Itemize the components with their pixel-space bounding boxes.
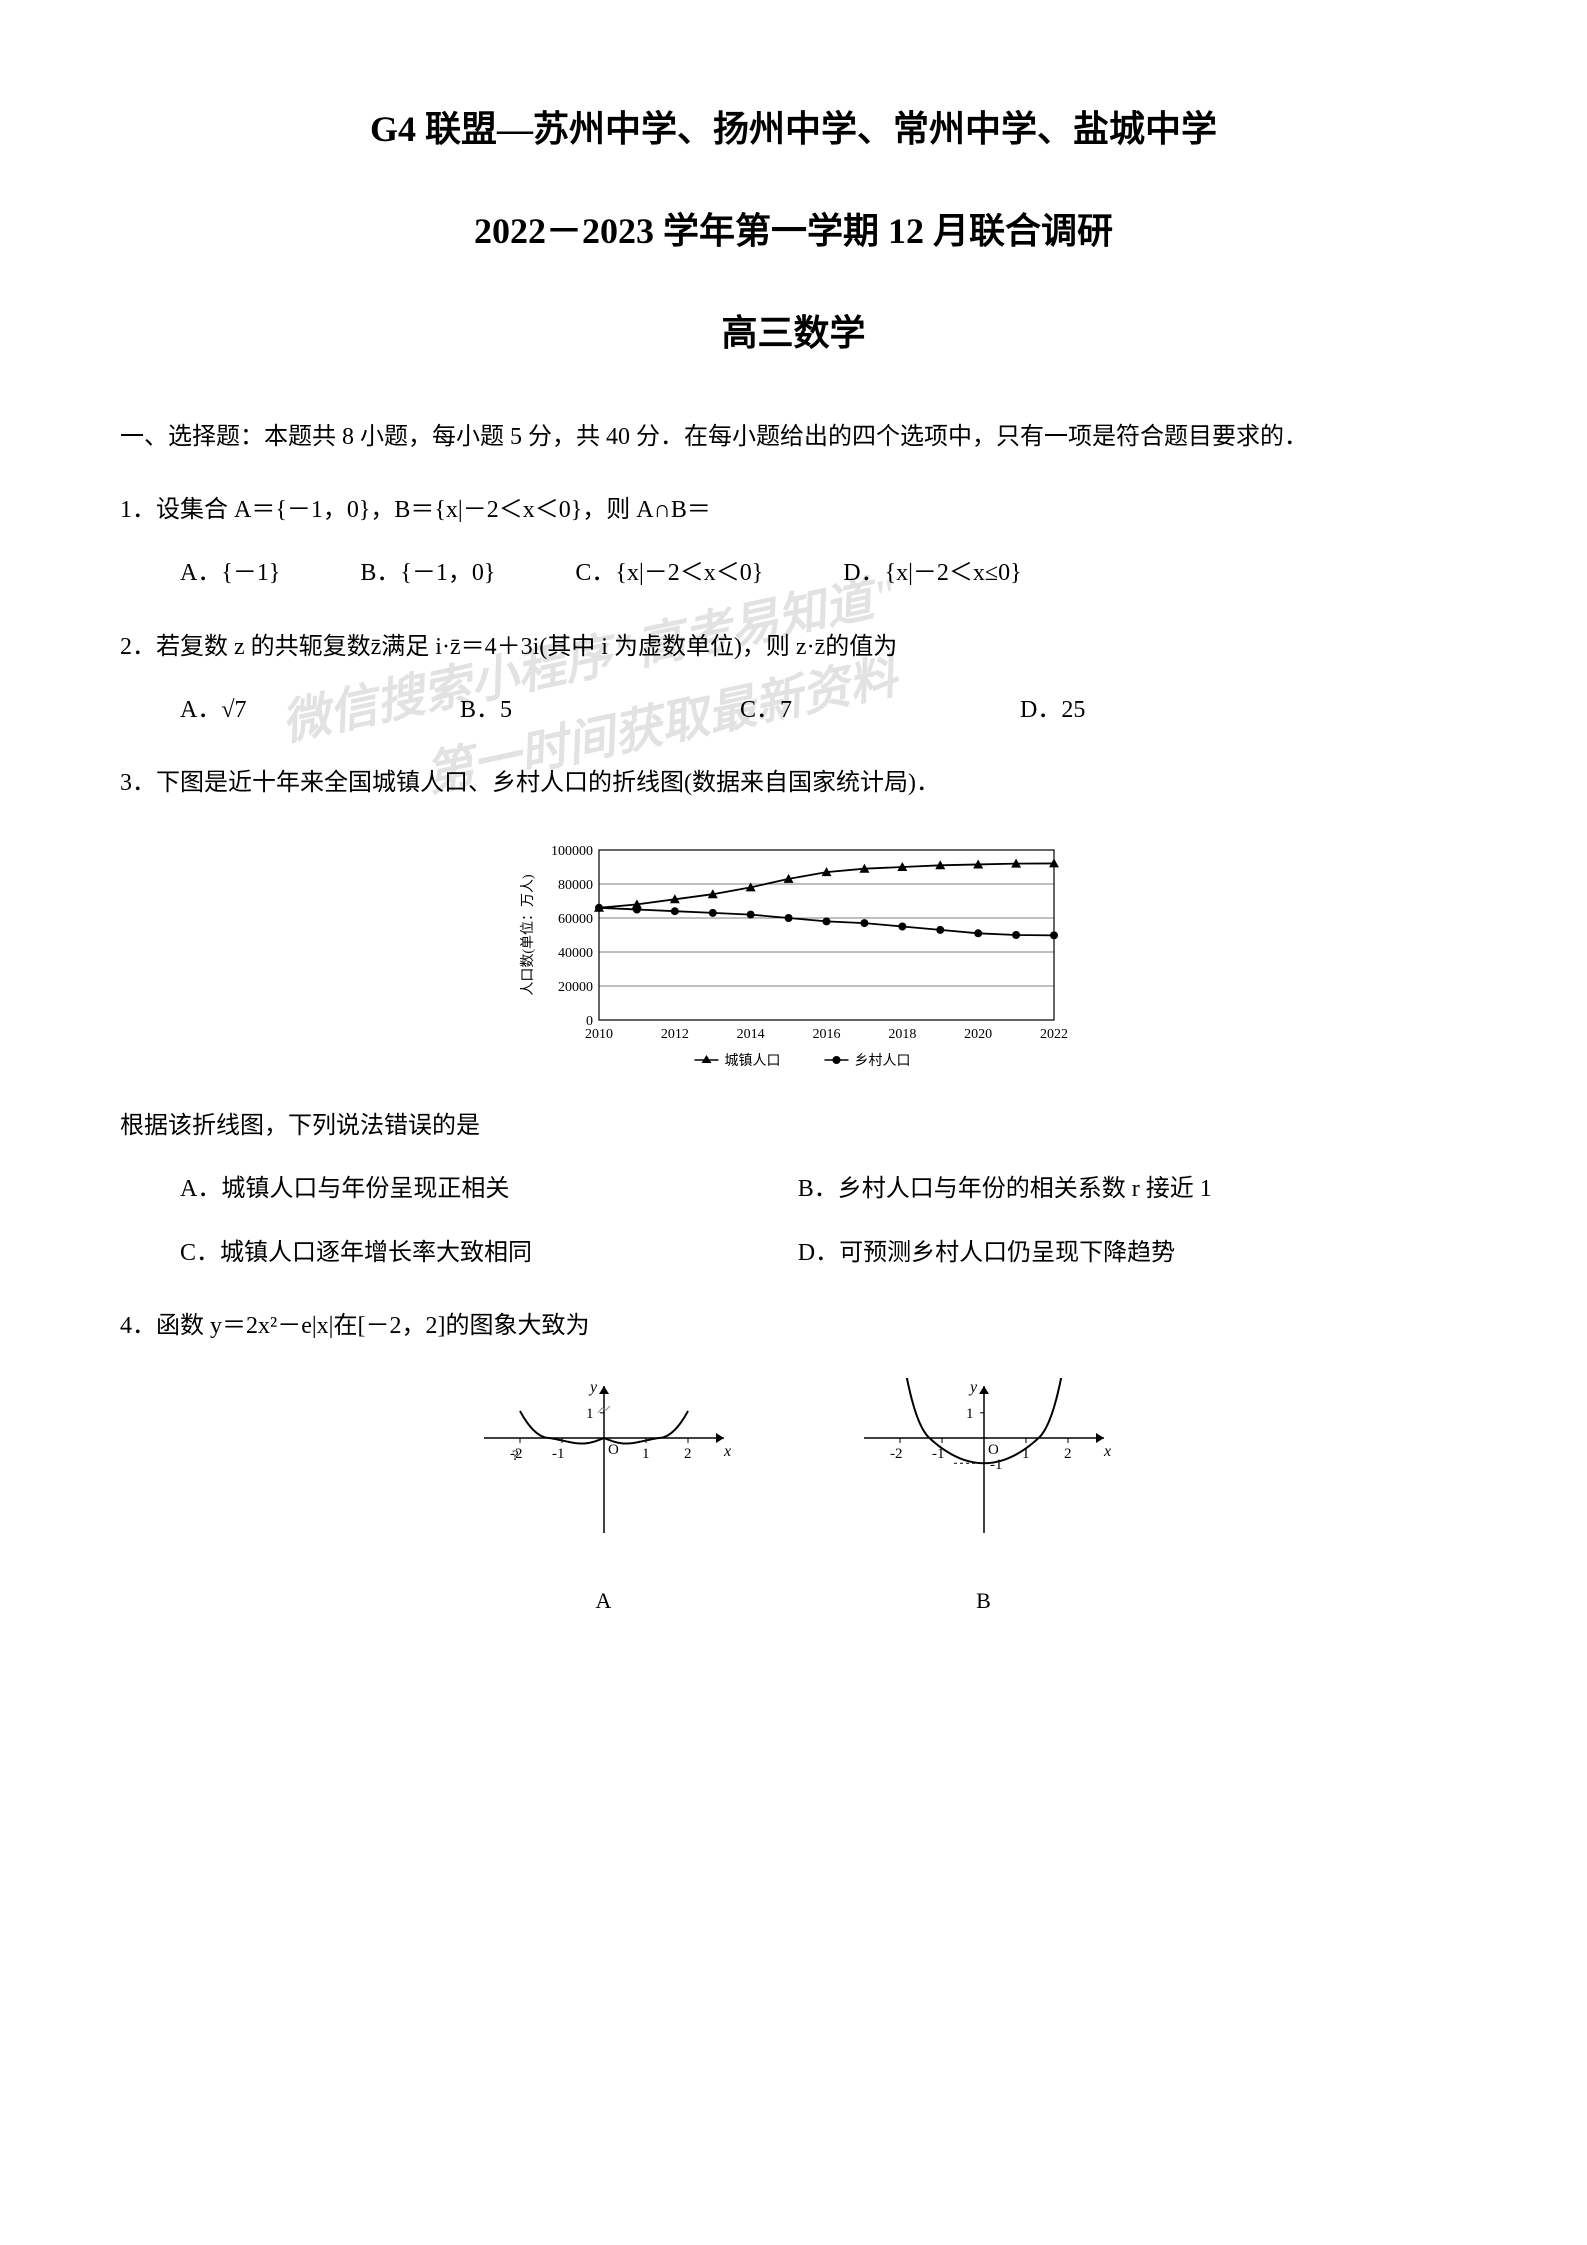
- graph-a-label: A: [474, 1581, 734, 1621]
- q1-text: 1．设集合 A＝{－1，0}，B＝{x|－2＜x＜0}，则 A∩B＝: [120, 489, 1467, 532]
- section-header: 一、选择题：本题共 8 小题，每小题 5 分，共 40 分．在每小题给出的四个选…: [120, 416, 1467, 459]
- svg-text:2010: 2010: [585, 1027, 613, 1042]
- q2-options: A．√7 B．5 C．7 D．25: [120, 689, 1467, 732]
- svg-text:乡村人口: 乡村人口: [854, 1053, 910, 1069]
- svg-text:y: y: [968, 1379, 978, 1396]
- svg-text:2022: 2022: [1040, 1027, 1068, 1042]
- svg-text:-2: -2: [890, 1446, 903, 1462]
- svg-text:-1: -1: [990, 1457, 1003, 1473]
- svg-text:O: O: [988, 1442, 999, 1458]
- q2-opt-a: A．√7: [180, 689, 380, 732]
- q2-opt-d: D．25: [1020, 689, 1220, 732]
- q3-opt-b: B．乡村人口与年份的相关系数 r 接近 1: [798, 1168, 1416, 1211]
- q1-opt-a: A．{－1}: [180, 552, 280, 595]
- svg-text:2018: 2018: [888, 1027, 916, 1042]
- svg-text:-1: -1: [552, 1446, 565, 1462]
- svg-text:2020: 2020: [964, 1027, 992, 1042]
- q1-opt-c: C．{x|－2＜x＜0}: [575, 552, 763, 595]
- q3-text: 3．下图是近十年来全国城镇人口、乡村人口的折线图(数据来自国家统计局)．: [120, 762, 1467, 805]
- svg-text:2: 2: [684, 1446, 692, 1462]
- q2-text: 2．若复数 z 的共轭复数z̄满足 i·z̄＝4＋3i(其中 i 为虚数单位)，…: [120, 626, 1467, 669]
- question-1: 1．设集合 A＝{－1，0}，B＝{x|－2＜x＜0}，则 A∩B＝ A．{－1…: [120, 489, 1467, 595]
- svg-text:2016: 2016: [812, 1027, 840, 1042]
- svg-text:x: x: [723, 1443, 731, 1460]
- svg-text:1: 1: [642, 1446, 650, 1462]
- question-4: 4．函数 y＝2x²－e|x|在[－2，2]的图象大致为 y x 1 -2 -1 1 2 O?…: [120, 1305, 1467, 1621]
- q3-followup: 根据该折线图，下列说法错误的是: [120, 1105, 1467, 1148]
- svg-text:60000: 60000: [558, 912, 593, 927]
- q1-opt-b: B．{－1，0}: [360, 552, 495, 595]
- graph-b-label: B: [854, 1581, 1114, 1621]
- graph-row: yx1-2-112O? A yx1-2-112O-1 B: [120, 1378, 1467, 1621]
- svg-text:y: y: [588, 1379, 598, 1396]
- svg-text:城镇人口: 城镇人口: [724, 1053, 780, 1069]
- q1-options: A．{－1} B．{－1，0} C．{x|－2＜x＜0} D．{x|－2＜x≤0…: [120, 552, 1467, 595]
- q3-opt-a: A．城镇人口与年份呈现正相关: [180, 1168, 798, 1211]
- q3-opt-d: D．可预测乡村人口仍呈现下降趋势: [798, 1232, 1416, 1275]
- title-subject: 高三数学: [120, 304, 1467, 356]
- svg-text:2014: 2014: [736, 1027, 764, 1042]
- svg-text:40000: 40000: [558, 946, 593, 961]
- question-3: 3．下图是近十年来全国城镇人口、乡村人口的折线图(数据来自国家统计局)． 020…: [120, 762, 1467, 1275]
- svg-text:x: x: [1103, 1443, 1111, 1460]
- svg-text:2: 2: [1064, 1446, 1072, 1462]
- q4-text: 4．函数 y＝2x²－e|x|在[－2，2]的图象大致为: [120, 1305, 1467, 1348]
- svg-text:80000: 80000: [558, 878, 593, 893]
- population-chart: 0200004000060000800001000002010201220142…: [514, 835, 1074, 1075]
- svg-text:O: O: [608, 1442, 619, 1458]
- svg-text:100000: 100000: [551, 844, 593, 859]
- chart-container: 0200004000060000800001000002010201220142…: [120, 835, 1467, 1075]
- svg-text:20000: 20000: [558, 980, 593, 995]
- graph-b: yx1-2-112O-1 B: [854, 1378, 1114, 1621]
- graph-b-svg: yx1-2-112O-1: [854, 1378, 1114, 1558]
- svg-text:1: 1: [586, 1406, 594, 1422]
- svg-text:?: ?: [512, 1448, 519, 1464]
- graph-a-svg: yx1-2-112O?: [474, 1378, 734, 1558]
- graph-a: yx1-2-112O? A: [474, 1378, 734, 1621]
- q3-options-row1: A．城镇人口与年份呈现正相关 B．乡村人口与年份的相关系数 r 接近 1: [120, 1168, 1467, 1211]
- content-container: G4 联盟—苏州中学、扬州中学、常州中学、盐城中学 2022－2023 学年第一…: [120, 100, 1467, 1621]
- question-2: 2．若复数 z 的共轭复数z̄满足 i·z̄＝4＋3i(其中 i 为虚数单位)，…: [120, 626, 1467, 732]
- q3-opt-c: C．城镇人口逐年增长率大致相同: [180, 1232, 798, 1275]
- title-main: G4 联盟—苏州中学、扬州中学、常州中学、盐城中学: [120, 100, 1467, 152]
- q3-options-row2: C．城镇人口逐年增长率大致相同 D．可预测乡村人口仍呈现下降趋势: [120, 1232, 1467, 1275]
- svg-text:2012: 2012: [660, 1027, 688, 1042]
- q1-opt-d: D．{x|－2＜x≤0}: [843, 552, 1021, 595]
- q2-opt-c: C．7: [740, 689, 940, 732]
- svg-text:1: 1: [966, 1406, 974, 1422]
- svg-text:人口数(单位：万人): 人口数(单位：万人): [520, 874, 536, 996]
- title-sub: 2022－2023 学年第一学期 12 月联合调研: [120, 202, 1467, 254]
- q2-opt-b: B．5: [460, 689, 660, 732]
